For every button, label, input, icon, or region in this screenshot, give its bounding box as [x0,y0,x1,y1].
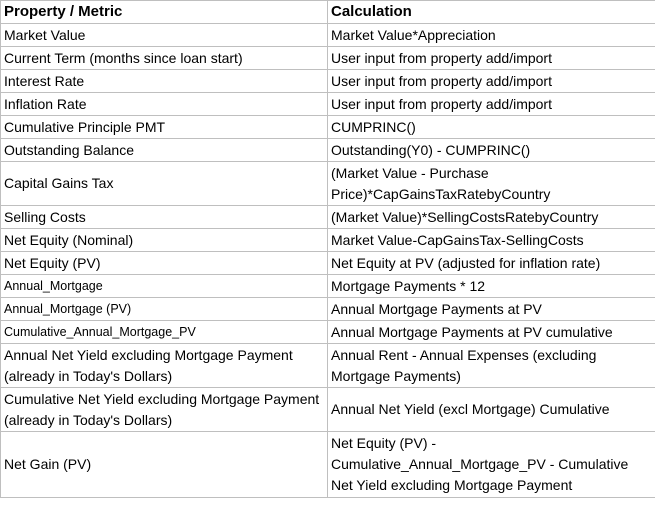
table-row: Cumulative_Annual_Mortgage_PV Annual Mor… [0,320,655,344]
table-row: Net Equity (PV) Net Equity at PV (adjust… [0,251,655,275]
table-row: Market Value Market Value*Appreciation [0,23,655,47]
table-row: Current Term (months since loan start) U… [0,46,655,70]
metric-cell[interactable]: Annual Net Yield excluding Mortgage Paym… [0,343,328,388]
calculation-cell[interactable]: User input from property add/import [327,92,655,116]
metric-cell[interactable]: Capital Gains Tax [0,161,328,206]
table-row: Net Gain (PV) Net Equity (PV) - Cumulati… [0,431,655,498]
calculation-cell[interactable]: (Market Value)*SellingCostsRatebyCountry [327,205,655,229]
metric-cell[interactable]: Cumulative Principle PMT [0,115,328,139]
table-row: Interest Rate User input from property a… [0,69,655,93]
table-row: Inflation Rate User input from property … [0,92,655,116]
metric-cell[interactable]: Interest Rate [0,69,328,93]
calculation-cell[interactable]: Mortgage Payments * 12 [327,274,655,298]
metric-cell[interactable]: Net Gain (PV) [0,431,328,498]
calculation-cell[interactable]: CUMPRINC() [327,115,655,139]
metric-cell[interactable]: Market Value [0,23,328,47]
table-row: Cumulative Principle PMT CUMPRINC() [0,115,655,139]
header-metric[interactable]: Property / Metric [0,0,328,24]
metric-cell[interactable]: Net Equity (PV) [0,251,328,275]
metric-cell[interactable]: Cumulative Net Yield excluding Mortgage … [0,387,328,432]
metric-cell[interactable]: Net Equity (Nominal) [0,228,328,252]
header-row: Property / Metric Calculation [0,0,655,24]
metric-cell[interactable]: Cumulative_Annual_Mortgage_PV [0,320,328,344]
calculation-cell[interactable]: Market Value*Appreciation [327,23,655,47]
calculation-cell[interactable]: Outstanding(Y0) - CUMPRINC() [327,138,655,162]
calculation-cell[interactable]: User input from property add/import [327,69,655,93]
calculation-cell[interactable]: User input from property add/import [327,46,655,70]
calculation-cell[interactable]: Annual Mortgage Payments at PV cumulativ… [327,320,655,344]
calculation-cell[interactable]: (Market Value - Purchase Price)*CapGains… [327,161,655,206]
metric-cell[interactable]: Inflation Rate [0,92,328,116]
table-row: Annual Net Yield excluding Mortgage Paym… [0,343,655,388]
calculation-cell[interactable]: Net Equity at PV (adjusted for inflation… [327,251,655,275]
metric-cell[interactable]: Annual_Mortgage [0,274,328,298]
header-calculation[interactable]: Calculation [327,0,655,24]
metric-cell[interactable]: Outstanding Balance [0,138,328,162]
table-row: Outstanding Balance Outstanding(Y0) - CU… [0,138,655,162]
calculation-cell[interactable]: Net Equity (PV) - Cumulative_Annual_Mort… [327,431,655,498]
table-row: Cumulative Net Yield excluding Mortgage … [0,387,655,432]
calculation-cell[interactable]: Annual Net Yield (excl Mortgage) Cumulat… [327,387,655,432]
table-row: Annual_Mortgage Mortgage Payments * 12 [0,274,655,298]
calculation-cell[interactable]: Market Value-CapGainsTax-SellingCosts [327,228,655,252]
calculation-cell[interactable]: Annual Rent - Annual Expenses (excluding… [327,343,655,388]
calculation-cell[interactable]: Annual Mortgage Payments at PV [327,297,655,321]
metric-cell[interactable]: Annual_Mortgage (PV) [0,297,328,321]
table-row: Capital Gains Tax (Market Value - Purcha… [0,161,655,206]
metric-cell[interactable]: Selling Costs [0,205,328,229]
table-row: Net Equity (Nominal) Market Value-CapGai… [0,228,655,252]
table-row: Annual_Mortgage (PV) Annual Mortgage Pay… [0,297,655,321]
metric-cell[interactable]: Current Term (months since loan start) [0,46,328,70]
table-row: Selling Costs (Market Value)*SellingCost… [0,205,655,229]
